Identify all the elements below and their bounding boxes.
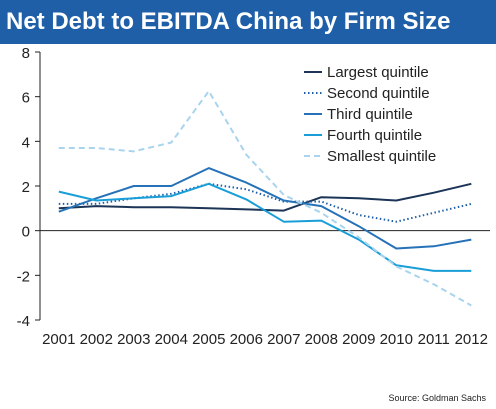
y-tick-label: 6 (22, 90, 30, 107)
y-tick-label: 4 (22, 134, 30, 151)
y-tick-label: 2 (22, 179, 30, 196)
legend-label: Second quintile (327, 85, 430, 102)
series-lines (58, 90, 472, 307)
x-tick-label: 2007 (267, 331, 300, 348)
x-tick-label: 2003 (117, 331, 150, 348)
legend: Largest quintile Second quintile Third qui… (304, 64, 436, 165)
legend-label: Third quintile (327, 106, 413, 123)
chart-title: Net Debt to EBITDA China by Firm Size (0, 0, 496, 44)
series-line-1 (58, 182, 472, 212)
x-tick-label: 2005 (192, 331, 225, 348)
series-line-4 (58, 182, 472, 272)
x-tick-label: 2006 (230, 331, 263, 348)
x-tick-label: 2010 (380, 331, 413, 348)
y-tick-label: 8 (22, 45, 30, 62)
x-tick-label: 2012 (455, 331, 488, 348)
y-tick-label: -2 (17, 268, 30, 285)
x-tick-label: 2004 (155, 331, 188, 348)
x-tick-label: 2008 (305, 331, 338, 348)
x-tick-label: 2011 (418, 331, 450, 348)
x-tick-label: 2002 (80, 331, 113, 348)
x-tick-label: 2001 (42, 331, 75, 348)
legend-label: Smallest quintile (327, 148, 436, 165)
x-tick-label: 2009 (342, 331, 375, 348)
legend-label: Largest quintile (327, 64, 429, 81)
series-line-3 (58, 167, 472, 250)
source-note: Source: Goldman Sachs (388, 393, 486, 403)
axes: 8 6 4 2 0 -2 -4 2001 2002 2003 2004 2005 2006 2007 200… (17, 45, 490, 348)
y-tick-label: 0 (22, 224, 30, 241)
legend-label: Fourth quintile (327, 127, 422, 144)
y-tick-label: -4 (17, 313, 30, 330)
